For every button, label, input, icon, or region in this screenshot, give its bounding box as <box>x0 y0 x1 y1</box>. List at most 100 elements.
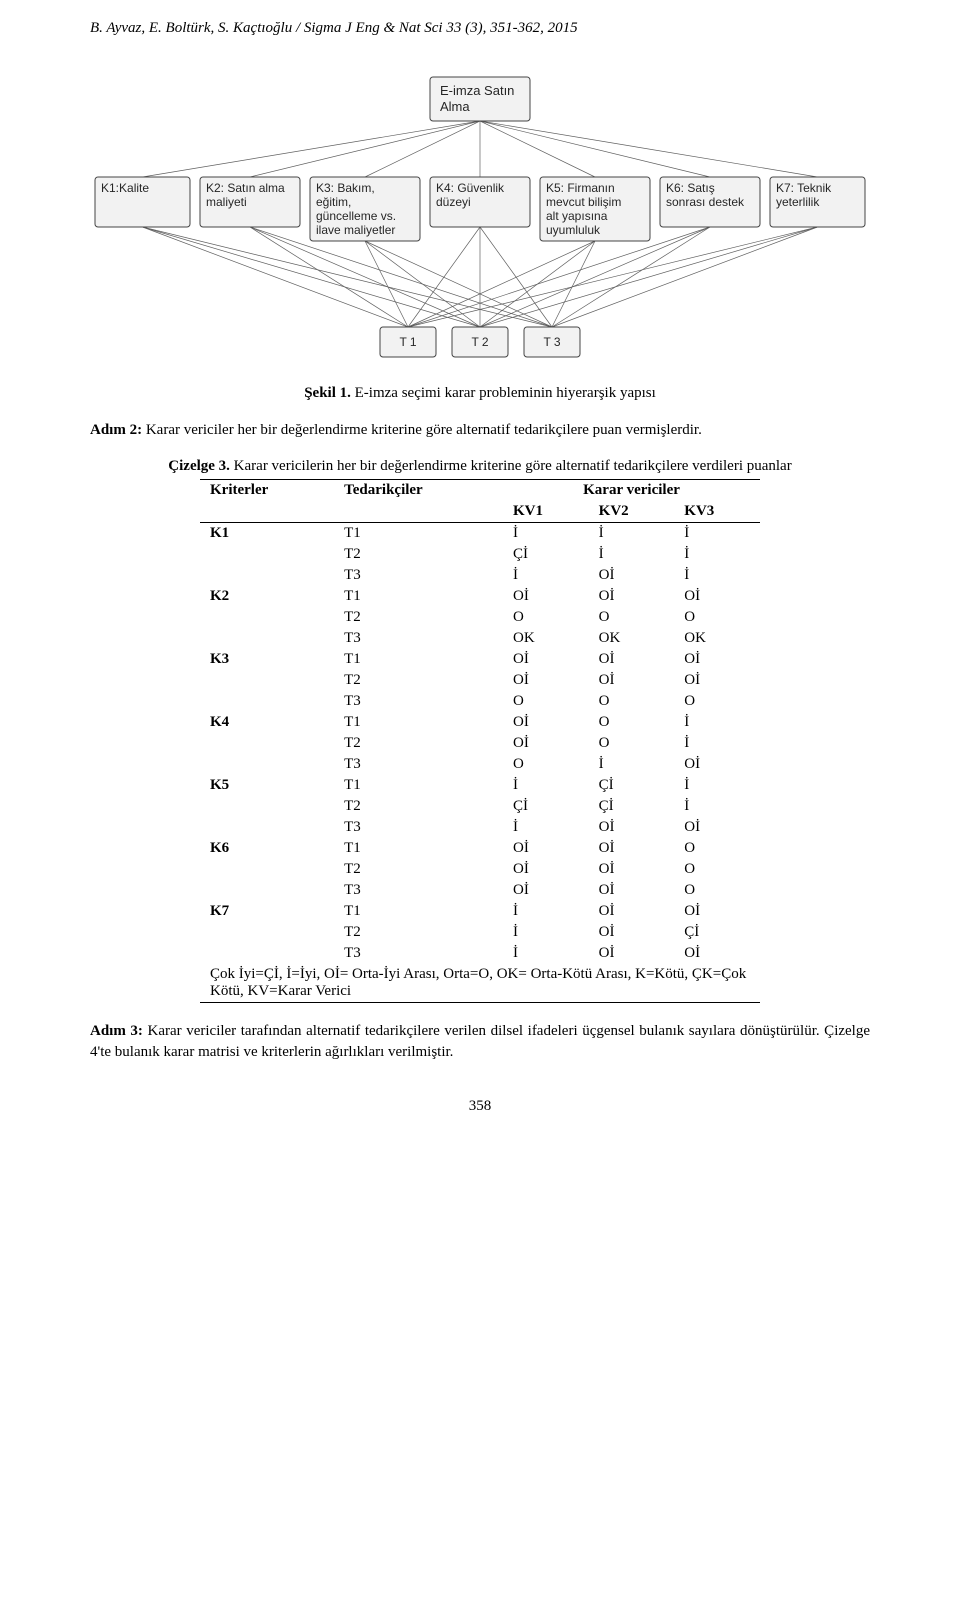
table-cell: K6 <box>200 838 334 859</box>
step3-label: Adım 3: <box>90 1023 143 1039</box>
table-cell <box>200 565 334 586</box>
table-cell <box>200 628 334 649</box>
table-cell: T2 <box>334 796 503 817</box>
table-cell: T3 <box>334 691 503 712</box>
table-cell: O <box>674 859 760 880</box>
table-row: T3İOİOİ <box>200 943 760 964</box>
table-cell: İ <box>674 712 760 733</box>
table-cell: T3 <box>334 754 503 775</box>
table-caption: Çizelge 3. Karar vericilerin her bir değ… <box>90 458 870 475</box>
table-cell: Çİ <box>589 796 675 817</box>
table-cell: Oİ <box>589 859 675 880</box>
table-cell: Çİ <box>503 796 589 817</box>
table-cell: Oİ <box>589 880 675 901</box>
table-cell: İ <box>589 523 675 545</box>
table-cell: İ <box>674 544 760 565</box>
table-cell: Oİ <box>589 838 675 859</box>
table-cell: Oİ <box>589 922 675 943</box>
table-cell: O <box>503 691 589 712</box>
table-cell: İ <box>674 733 760 754</box>
table-row: T2OİOİ <box>200 733 760 754</box>
svg-text:T 2: T 2 <box>471 335 488 349</box>
table-cell: İ <box>589 544 675 565</box>
table-cell: T1 <box>334 712 503 733</box>
table-row: T3İOİİ <box>200 565 760 586</box>
table-cell: Oİ <box>503 712 589 733</box>
table-cell: Oİ <box>589 649 675 670</box>
table-cell: İ <box>503 901 589 922</box>
table-cell: Çİ <box>674 922 760 943</box>
table-cell: T3 <box>334 943 503 964</box>
table-cell: O <box>589 712 675 733</box>
diagram-svg: E-imza SatınAlmaK1:KaliteK2: Satın almam… <box>90 67 870 367</box>
table-cell: T2 <box>334 733 503 754</box>
table-cell: İ <box>503 943 589 964</box>
table-cell <box>200 880 334 901</box>
table-cell: T2 <box>334 670 503 691</box>
table-row: T2Çİİİ <box>200 544 760 565</box>
table-cell: Oİ <box>503 670 589 691</box>
table-cell: Oİ <box>503 586 589 607</box>
th-kv3: KV3 <box>674 501 760 523</box>
table-row: K2T1OİOİOİ <box>200 586 760 607</box>
table-cell: O <box>674 691 760 712</box>
table-legend: Çok İyi=Çİ, İ=İyi, Oİ= Orta-İyi Arası, O… <box>200 964 760 1003</box>
table-cell: K4 <box>200 712 334 733</box>
table-cell: İ <box>503 922 589 943</box>
figure-caption-text: E-imza seçimi karar probleminin hiyerarş… <box>351 385 656 401</box>
figure-caption: Şekil 1. E-imza seçimi karar probleminin… <box>90 385 870 402</box>
table-row: T3OKOKOK <box>200 628 760 649</box>
table-cell: T2 <box>334 607 503 628</box>
table-cell: T1 <box>334 649 503 670</box>
table-cell: K2 <box>200 586 334 607</box>
th-kriterler: Kriterler <box>200 480 334 502</box>
scores-table-wrapper: Kriterler Tedarikçiler Karar vericiler K… <box>200 479 760 1003</box>
table-cell: Oİ <box>674 901 760 922</box>
table-cell <box>200 607 334 628</box>
table-cell: T3 <box>334 565 503 586</box>
table-caption-label: Çizelge 3. <box>168 458 230 474</box>
table-cell <box>200 544 334 565</box>
table-cell: K3 <box>200 649 334 670</box>
table-cell: İ <box>503 565 589 586</box>
table-row: T2OİOİOİ <box>200 670 760 691</box>
table-cell <box>200 754 334 775</box>
table-cell: OK <box>589 628 675 649</box>
step3-text: Karar vericiler tarafından alternatif te… <box>90 1023 870 1059</box>
table-cell: T1 <box>334 838 503 859</box>
table-cell: İ <box>674 523 760 545</box>
running-header: B. Ayvaz, E. Boltürk, S. Kaçtıoğlu / Sig… <box>90 20 870 37</box>
table-cell: T3 <box>334 880 503 901</box>
table-cell: Oİ <box>503 649 589 670</box>
table-cell: Oİ <box>503 733 589 754</box>
table-cell: T1 <box>334 775 503 796</box>
table-cell <box>200 691 334 712</box>
table-row: T2OOO <box>200 607 760 628</box>
table-cell: O <box>674 838 760 859</box>
th-kv2: KV2 <box>589 501 675 523</box>
table-cell: O <box>589 691 675 712</box>
table-row: T3İOİOİ <box>200 817 760 838</box>
table-cell: K5 <box>200 775 334 796</box>
table-cell: T3 <box>334 628 503 649</box>
table-cell: İ <box>589 754 675 775</box>
table-cell: Oİ <box>589 943 675 964</box>
table-cell <box>200 796 334 817</box>
svg-text:T 3: T 3 <box>543 335 560 349</box>
step2-text: Karar vericiler her bir değerlendirme kr… <box>142 422 702 438</box>
table-cell: O <box>503 607 589 628</box>
scores-table: Kriterler Tedarikçiler Karar vericiler K… <box>200 479 760 1003</box>
table-cell: OK <box>503 628 589 649</box>
table-row: T2ÇİÇİİ <box>200 796 760 817</box>
table-cell: İ <box>503 775 589 796</box>
svg-text:T 1: T 1 <box>399 335 416 349</box>
table-cell: Çİ <box>503 544 589 565</box>
table-row: T3OİOİO <box>200 880 760 901</box>
step2-label: Adım 2: <box>90 422 142 438</box>
table-cell: T1 <box>334 901 503 922</box>
table-cell: T2 <box>334 544 503 565</box>
step3-paragraph: Adım 3: Karar vericiler tarafından alter… <box>90 1021 870 1062</box>
table-cell: İ <box>503 523 589 545</box>
table-cell: Oİ <box>503 859 589 880</box>
table-cell <box>200 670 334 691</box>
